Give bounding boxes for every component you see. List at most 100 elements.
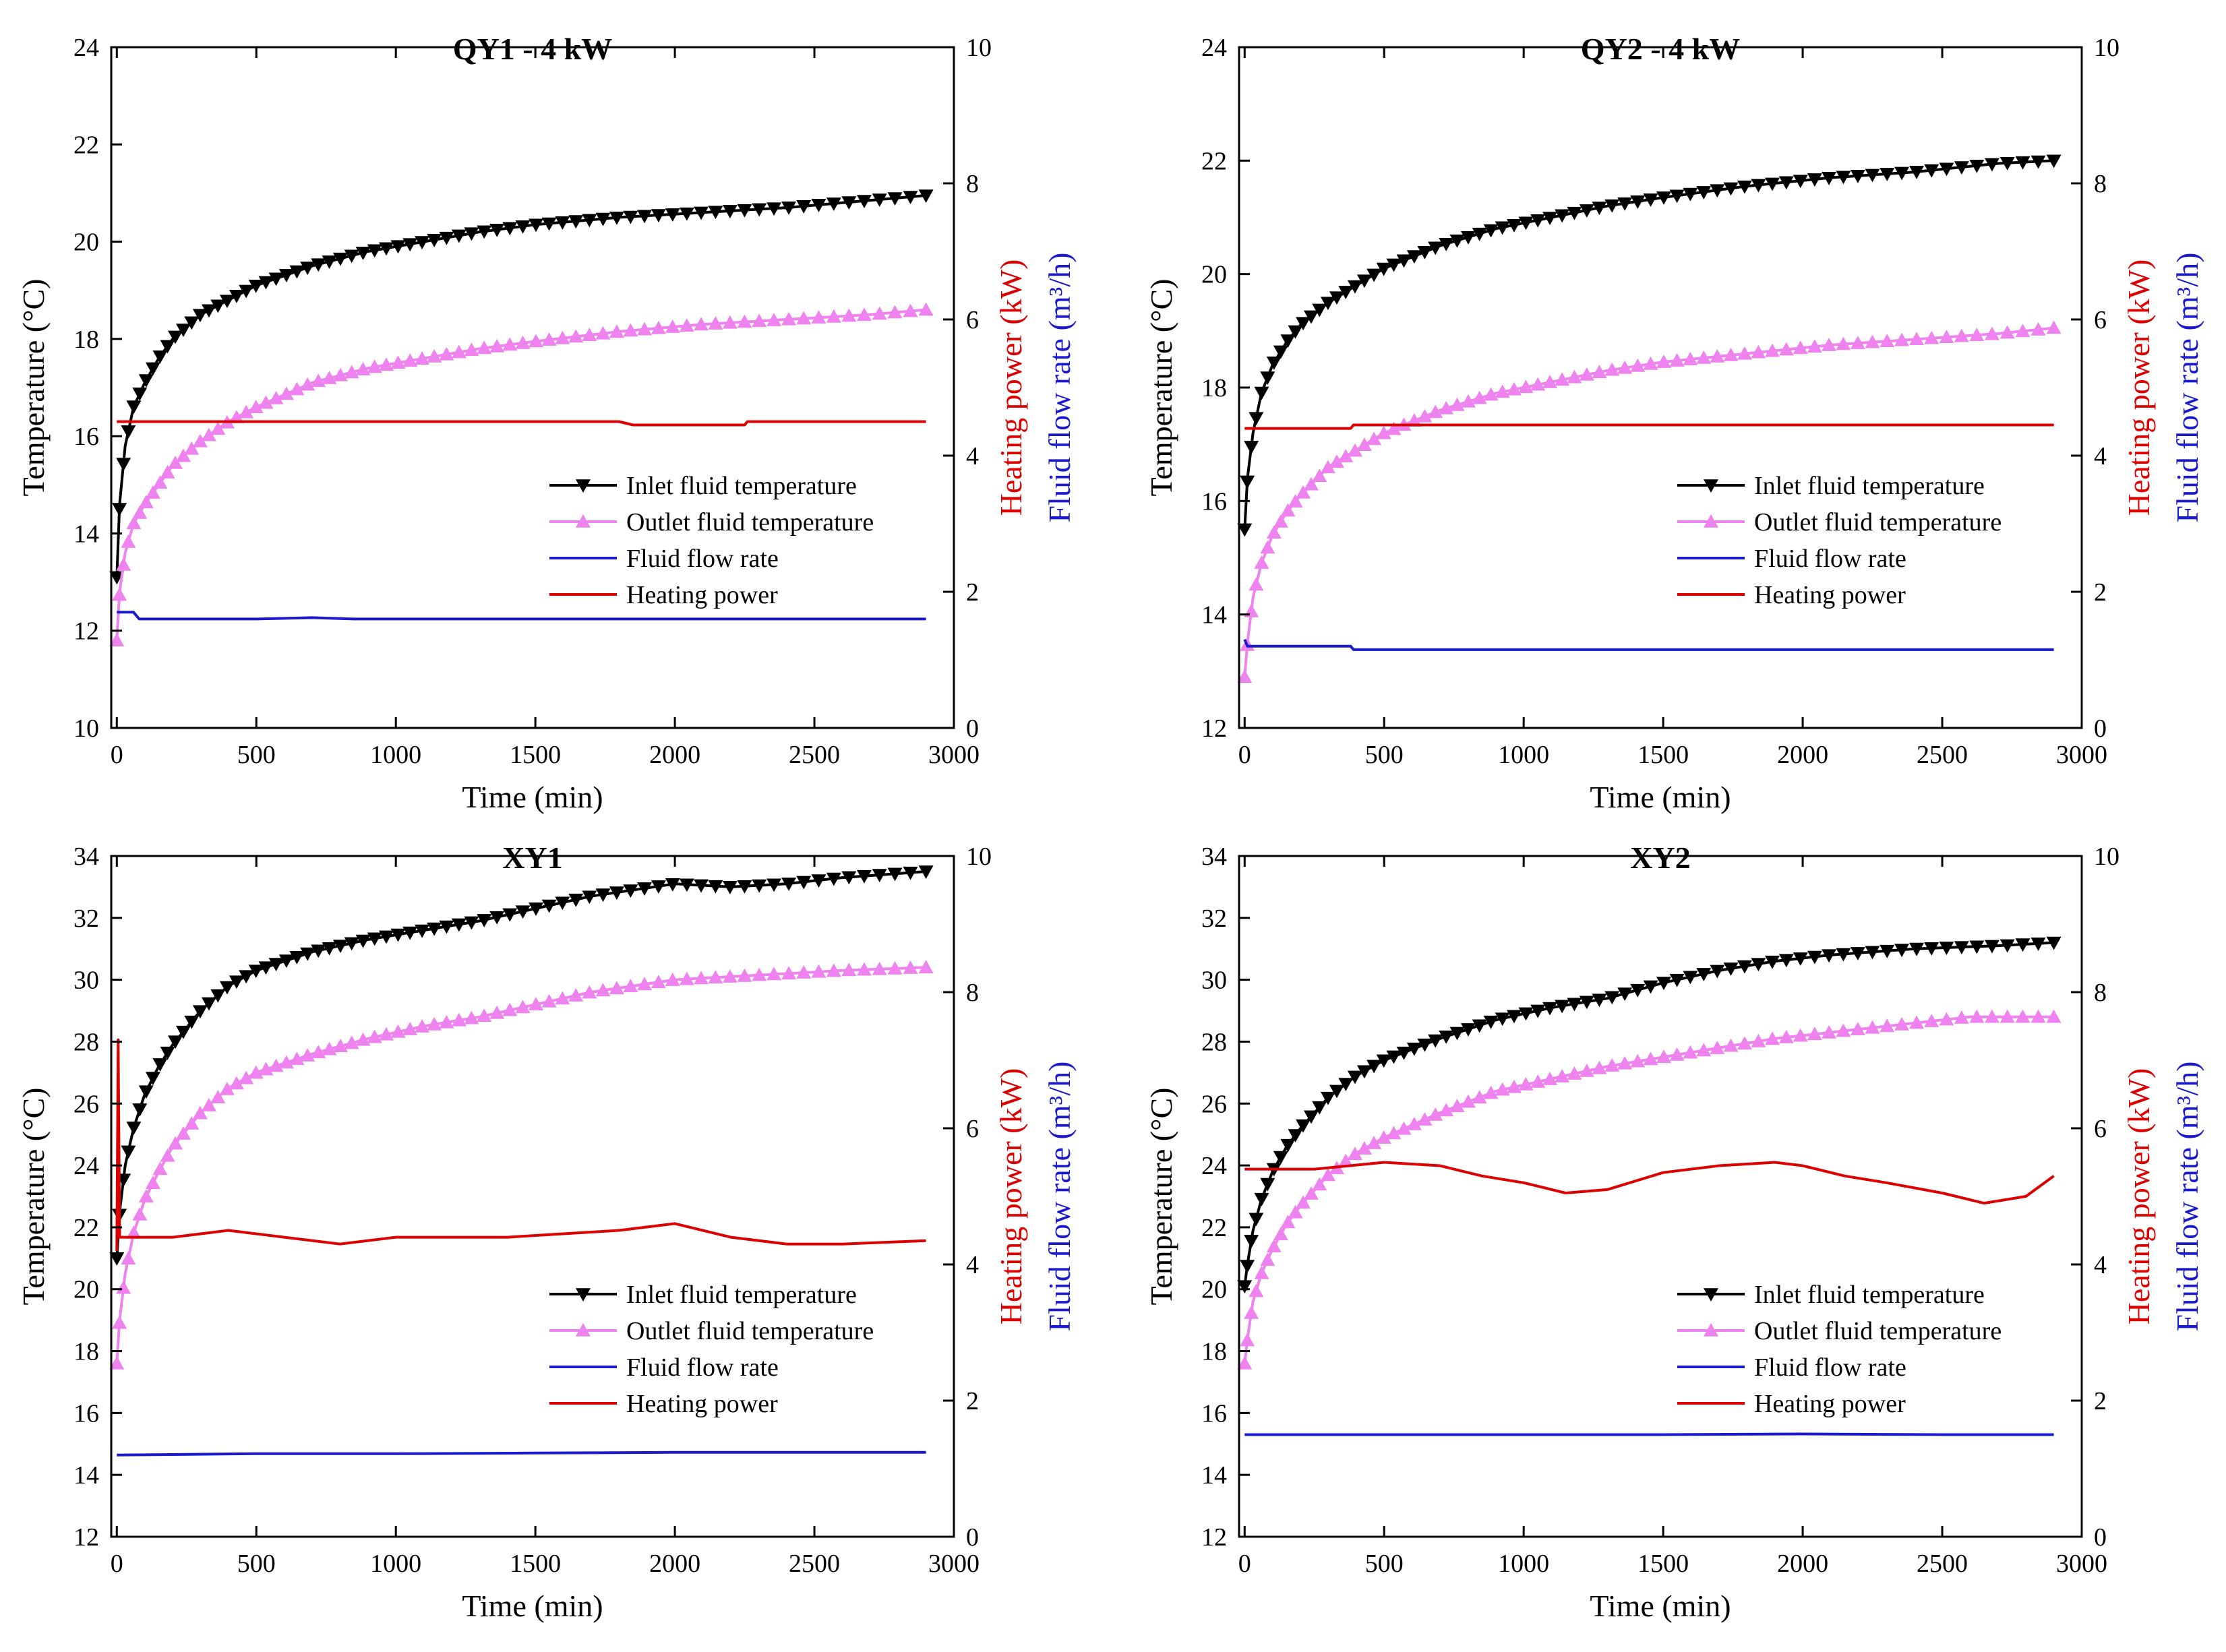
series-marker xyxy=(415,1019,430,1033)
series-fluid-flow-rate xyxy=(1243,638,2054,651)
series-marker xyxy=(1386,258,1402,272)
series-marker xyxy=(355,934,371,948)
series-marker xyxy=(278,1055,294,1069)
series-marker xyxy=(1244,1235,1259,1248)
legend-label: Outlet fluid temperature xyxy=(1754,1317,2002,1345)
series-marker xyxy=(268,958,284,972)
series-marker xyxy=(582,890,597,905)
legend-marker xyxy=(1704,1323,1718,1337)
series-marker xyxy=(872,193,887,208)
x-tick-label: 1000 xyxy=(370,741,421,769)
series-marker xyxy=(2015,938,2031,952)
series-marker xyxy=(1347,443,1362,457)
y2-axis-label-flow: Fluid flow rate (m³/h) xyxy=(2170,253,2204,523)
series-marker xyxy=(1939,942,1954,955)
series-marker xyxy=(1836,336,1851,350)
series-marker xyxy=(2046,1009,2062,1023)
y2-tick-label: 4 xyxy=(966,442,979,470)
legend-label: Heating power xyxy=(1754,581,1906,609)
series-marker xyxy=(175,324,191,337)
series-marker xyxy=(184,441,200,455)
series-marker xyxy=(160,1046,175,1060)
series-marker xyxy=(402,238,418,252)
series-marker xyxy=(568,329,584,343)
series-marker xyxy=(1909,942,1925,956)
series-marker xyxy=(1909,332,1925,346)
series-marker xyxy=(1630,983,1646,998)
series-marker xyxy=(378,930,394,944)
series-marker xyxy=(1984,1009,1999,1023)
series-marker xyxy=(355,1032,371,1046)
series-marker xyxy=(402,353,418,367)
series-marker xyxy=(390,355,406,369)
series-marker xyxy=(175,1126,191,1140)
series-marker xyxy=(1449,235,1465,248)
series-marker xyxy=(541,217,557,231)
series-marker xyxy=(1249,1283,1264,1297)
series-marker xyxy=(152,1058,168,1072)
legend-label: Fluid flow rate xyxy=(626,1353,779,1382)
series-line xyxy=(1243,326,2054,677)
y-tick-label: 20 xyxy=(73,228,99,257)
series-fluid-flow-rate xyxy=(117,611,926,621)
plot-area xyxy=(109,189,934,646)
y-tick-label: 24 xyxy=(1201,1152,1227,1180)
chart-panel-4: 0 500 1000 1500 2000 2500 30001214161820222426… xyxy=(1144,840,2204,1623)
series-marker xyxy=(665,319,680,333)
series-fluid-flow-rate xyxy=(1244,1432,2054,1436)
series-line xyxy=(115,1038,926,1251)
series-marker xyxy=(1495,221,1510,235)
series-marker xyxy=(752,879,767,893)
series-marker xyxy=(268,1058,284,1072)
x-tick-label: 0 xyxy=(1238,1550,1251,1578)
series-marker xyxy=(1303,310,1319,324)
series-marker xyxy=(595,212,611,226)
series-marker xyxy=(826,197,841,211)
series-marker xyxy=(515,1000,531,1014)
series-marker xyxy=(1879,334,1895,347)
series-marker xyxy=(694,879,709,893)
series-marker xyxy=(1793,175,1808,189)
series-marker xyxy=(1240,475,1255,489)
y2-tick-label: 10 xyxy=(2094,843,2119,871)
series-marker xyxy=(796,311,812,325)
series-marker xyxy=(1329,454,1344,468)
series-inlet-fluid-temperature xyxy=(1237,936,2062,1294)
y2-tick-label: 0 xyxy=(2094,714,2107,743)
series-marker xyxy=(160,1148,175,1162)
legend-label: Inlet fluid temperature xyxy=(1754,1281,1985,1309)
series-marker xyxy=(1683,1045,1698,1059)
series-marker xyxy=(1376,262,1391,276)
series-marker xyxy=(1237,1355,1253,1370)
series-marker xyxy=(637,977,653,991)
series-marker xyxy=(1288,325,1303,339)
y2-tick-label: 4 xyxy=(2094,1251,2107,1279)
series-marker xyxy=(278,386,294,400)
series-marker xyxy=(887,192,903,206)
series-marker xyxy=(1472,390,1487,404)
series-marker xyxy=(708,880,723,894)
series-marker xyxy=(1495,384,1510,398)
series-marker xyxy=(796,200,812,214)
y2-tick-label: 10 xyxy=(2094,34,2119,62)
series-marker xyxy=(1807,173,1822,187)
series-marker xyxy=(811,310,826,324)
y-tick-label: 22 xyxy=(73,131,99,159)
series-marker xyxy=(766,967,782,981)
y2-tick-label: 2 xyxy=(2094,1387,2107,1415)
series-marker xyxy=(1303,477,1319,491)
series-marker xyxy=(1518,1076,1534,1091)
series-marker xyxy=(841,871,857,885)
series-marker xyxy=(1836,171,1851,185)
series-marker xyxy=(160,464,175,479)
series-marker xyxy=(201,304,216,318)
y-tick-label: 30 xyxy=(73,967,99,995)
chart-panel-1: 0 500 1000 1500 2000 2500 30001012141618202224… xyxy=(16,32,1077,814)
series-inlet-fluid-temperature xyxy=(109,865,934,1266)
series-marker xyxy=(722,315,738,329)
legend-label: Fluid flow rate xyxy=(626,545,779,573)
series-marker xyxy=(1669,973,1685,987)
x-tick-label: 3000 xyxy=(928,741,980,769)
series-marker xyxy=(1737,346,1752,360)
